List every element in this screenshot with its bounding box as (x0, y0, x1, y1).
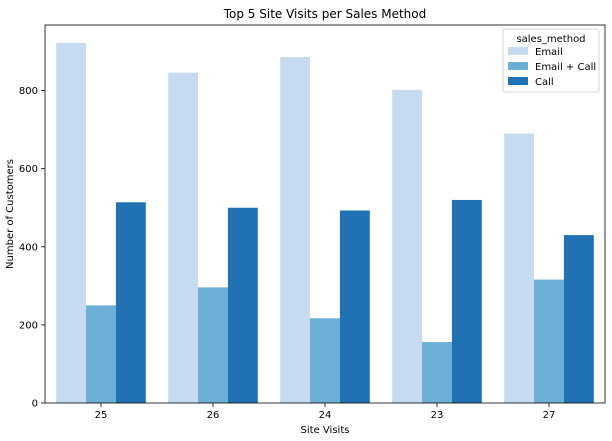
bar-call-27 (563, 235, 594, 403)
legend-entry: Email + Call (535, 62, 596, 73)
bar-call-24 (339, 210, 370, 403)
legend-swatch (508, 77, 528, 85)
legend-title: sales_method (516, 34, 585, 45)
y-tick-label: 200 (19, 320, 38, 331)
bar-email-23 (392, 89, 423, 403)
legend-swatch (508, 47, 528, 55)
bar-call-26 (227, 207, 258, 403)
legend-items: Email Email + Call Call (508, 47, 596, 88)
legend: sales_method Email Email + Call Call (502, 28, 600, 93)
bar-call-23 (451, 199, 482, 403)
bars-layer (56, 42, 594, 404)
bar-email-24 (280, 57, 311, 404)
y-tick-label: 800 (19, 86, 38, 97)
x-tick-label: 23 (431, 410, 444, 421)
bar-email-call-24 (310, 318, 340, 403)
x-axis: 25 26 24 23 27 (95, 403, 556, 421)
bar-email-call-23 (422, 342, 452, 403)
chart-title: Top 5 Site Visits per Sales Method (223, 7, 427, 21)
x-axis-label: Site Visits (301, 425, 350, 436)
x-tick-label: 24 (319, 410, 332, 421)
legend-swatch (508, 62, 528, 70)
x-tick-label: 26 (207, 410, 220, 421)
bar-email-27 (504, 133, 535, 403)
bar-email-call-27 (534, 279, 564, 403)
legend-entry: Email (535, 47, 563, 58)
legend-entry: Call (535, 77, 554, 88)
y-tick-label: 0 (32, 399, 38, 410)
y-axis: 0 200 400 600 800 (19, 86, 45, 410)
legend-frame (502, 28, 600, 93)
bar-email-25 (56, 42, 87, 404)
x-tick-label: 25 (95, 410, 108, 421)
x-tick-label: 27 (543, 410, 556, 421)
y-tick-label: 400 (19, 242, 38, 253)
bar-call-25 (115, 202, 146, 403)
y-axis-label: Number of Customers (5, 159, 16, 269)
y-tick-label: 600 (19, 164, 38, 175)
bar-email-26 (168, 72, 199, 403)
bar-email-call-26 (198, 287, 228, 403)
bar-email-call-25 (86, 305, 116, 403)
